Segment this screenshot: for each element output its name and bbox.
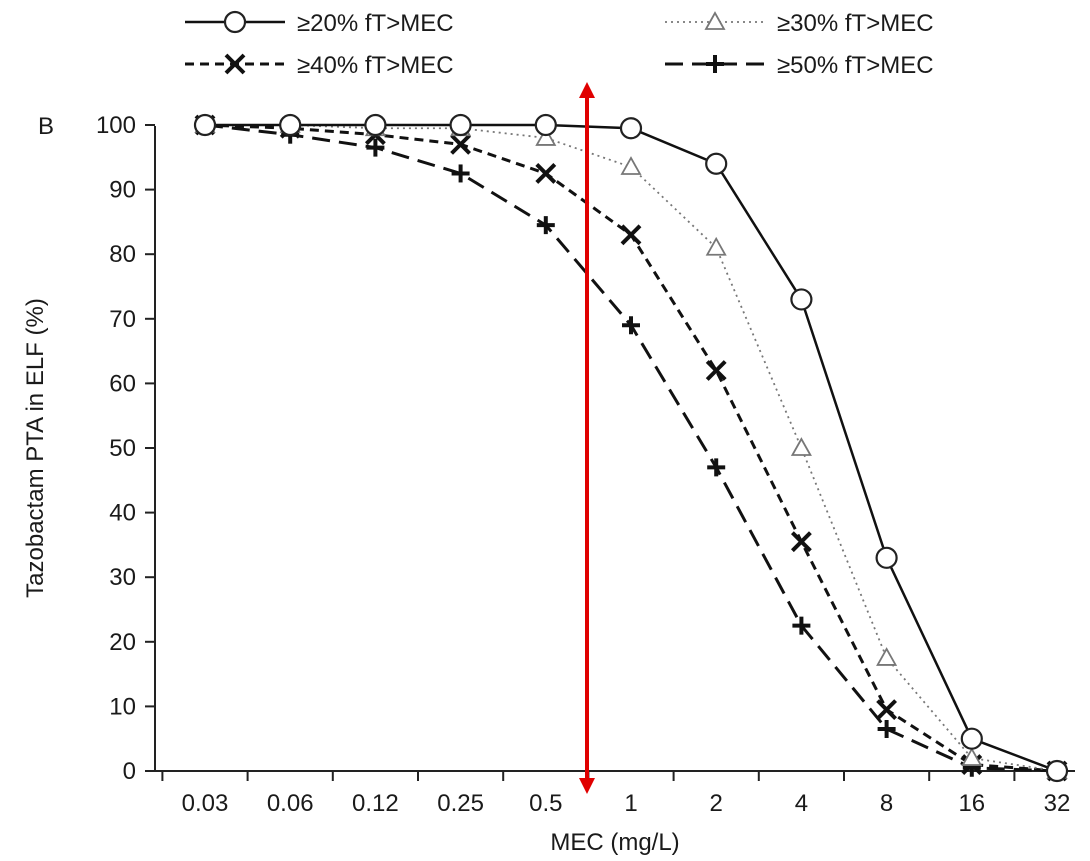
series-2-point (790, 437, 812, 456)
y-tick-label: 0 (123, 758, 136, 785)
x-axis-label: MEC (mg/L) (550, 829, 679, 856)
x-tick-label: 8 (880, 790, 893, 817)
series-2-point (961, 747, 983, 766)
legend-label: ≥40% fT>MEC (297, 52, 454, 79)
series-2-point (620, 156, 642, 175)
series-1-point (534, 113, 557, 137)
legend-marker (224, 53, 246, 75)
x-tick-label: 0.03 (182, 790, 229, 817)
series-4-point (451, 164, 470, 183)
series-4-point (366, 138, 385, 157)
series-1-point (279, 113, 302, 137)
legend-item-1: ≥20% fT>MEC (185, 10, 454, 37)
x-tick-label: 16 (958, 790, 985, 817)
legend-marker (704, 11, 726, 30)
series-1-point (790, 288, 813, 311)
series-2-point (705, 236, 727, 256)
series-4-point (536, 216, 555, 235)
series-3-point (450, 133, 472, 155)
series-line-3 (204, 123, 1058, 773)
series-line-2 (205, 124, 1058, 772)
y-tick-label: 90 (109, 177, 136, 204)
legend-marker (706, 55, 724, 73)
series-2-point (535, 127, 557, 146)
legend-marker (223, 10, 247, 34)
y-tick-label: 100 (96, 112, 136, 139)
x-tick-label: 2 (710, 790, 723, 817)
x-tick-label: 1 (624, 790, 637, 817)
x-axis-ticks: 0.03 0.06 0.12 0.25 0.5 1 2 4 8 16 32 (161, 771, 1071, 817)
x-tick-label: 0.12 (352, 790, 399, 817)
y-axis-ticks: 0 10 20 30 40 50 60 70 80 90 100 (96, 112, 155, 785)
x-tick-label: 4 (795, 790, 808, 817)
series-3-point (790, 531, 812, 553)
x-tick-label: 0.06 (267, 790, 314, 817)
series-1-point (705, 152, 728, 175)
series-line-4 (204, 123, 1058, 773)
y-tick-label: 70 (109, 306, 136, 333)
legend-item-4: ≥50% fT>MEC (665, 52, 934, 79)
x-tick-label: 32 (1044, 790, 1071, 817)
y-tick-label: 30 (109, 564, 136, 591)
y-tick-label: 80 (109, 241, 136, 268)
legend-label: ≥20% fT>MEC (297, 10, 454, 37)
chart-legend: ≥20% fT>MEC ≥30% fT>MEC ≥40% fT>MEC ≥50% fT… (185, 10, 934, 79)
series-1-point (875, 546, 898, 569)
legend-label: ≥30% fT>MEC (777, 10, 934, 37)
legend-item-3: ≥40% fT>MEC (185, 52, 454, 79)
y-tick-label: 10 (109, 693, 136, 720)
data-series (193, 113, 1069, 783)
legend-item-2: ≥30% fT>MEC (665, 10, 934, 37)
x-tick-label: 0.25 (437, 790, 484, 817)
series-1-point (960, 727, 983, 750)
series-4-point (877, 720, 896, 739)
series-1-point (449, 113, 472, 137)
series-3-point (876, 699, 898, 721)
x-tick-label: 0.5 (529, 790, 562, 817)
chart-axes (154, 126, 1075, 772)
series-3-point (535, 163, 557, 184)
series-3-point (705, 360, 727, 381)
series-1-point (619, 117, 643, 140)
series-1-point (364, 113, 387, 137)
y-tick-label: 40 (109, 500, 136, 527)
y-axis-label: Tazobactam PTA in ELF (%) (22, 298, 49, 598)
legend-label: ≥50% fT>MEC (777, 52, 934, 79)
y-tick-label: 50 (109, 435, 136, 462)
series-2-point (876, 647, 898, 666)
series-4-point (707, 458, 726, 477)
series-line-1 (205, 123, 1058, 773)
series-3-point (620, 224, 642, 246)
series-1-point (1045, 759, 1069, 783)
y-tick-label: 60 (109, 370, 136, 397)
series-4-point (622, 316, 640, 335)
panel-label: B (38, 113, 54, 140)
series-1-point (193, 113, 217, 137)
series-4-point (792, 616, 811, 635)
y-tick-label: 20 (109, 629, 136, 656)
